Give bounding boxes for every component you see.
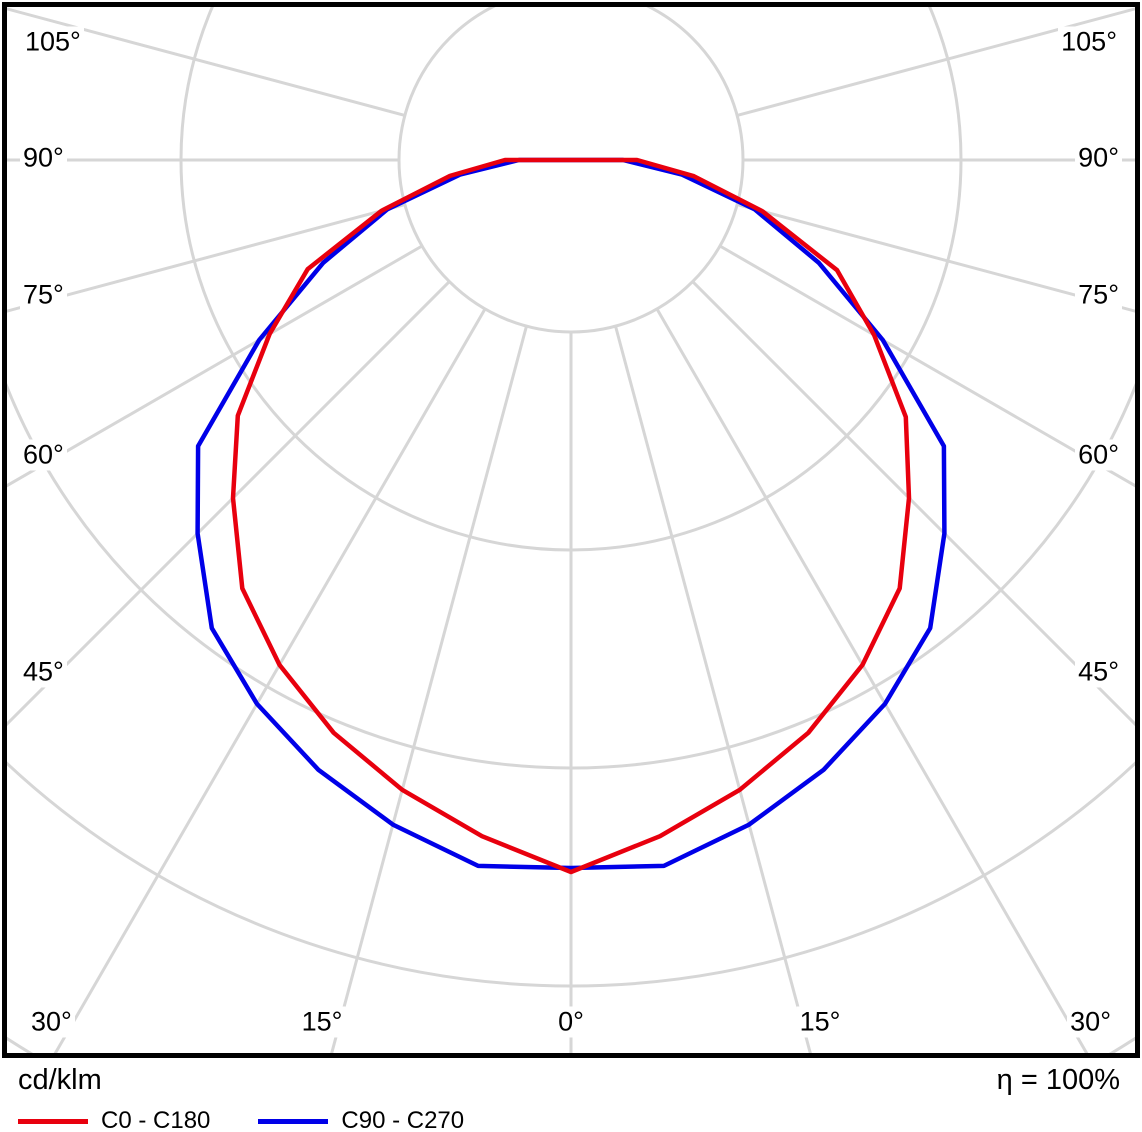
angle-tick-label: 45° [20, 656, 67, 688]
plot-border [2, 2, 1140, 1058]
series-label-c0-c180: C0 - C180 [101, 1107, 211, 1132]
curve-C90-C270 [195, 157, 947, 871]
angle-tick-label: 60° [1075, 439, 1122, 471]
angle-tick-label: 15° [796, 1006, 844, 1038]
angle-tick-label: 15° [298, 1006, 346, 1038]
angle-tick-label: 90° [20, 142, 67, 174]
efficiency-label: η = 100% [996, 1064, 1120, 1096]
polar-chart-canvas [2, 2, 1140, 1058]
angle-tick-label: 105° [1058, 26, 1120, 58]
angle-tick-label: 45° [1075, 656, 1122, 688]
series-swatch-c0-c180 [18, 1118, 88, 1124]
legend-top-row: cd/klm η = 100% [0, 1060, 1142, 1097]
angle-tick-label: 75° [20, 279, 67, 311]
angle-tick-label: 75° [1075, 279, 1122, 311]
series-swatch-c90-c270 [258, 1118, 329, 1124]
angle-tick-label: 30° [1067, 1006, 1114, 1038]
angle-tick-label: 60° [20, 439, 67, 471]
angle-tick-label: 90° [1075, 142, 1122, 174]
units-label: cd/klm [18, 1064, 102, 1096]
series-label-c90-c270: C90 - C270 [341, 1107, 465, 1132]
curve-C0-C180 [230, 157, 912, 875]
angle-tick-label: 0° [555, 1006, 587, 1038]
angle-tick-label: 105° [22, 26, 84, 58]
legend: cd/klm η = 100% C0 - C180 C90 - C270 [0, 1060, 1142, 1132]
legend-series-row: C0 - C180 C90 - C270 [0, 1097, 1142, 1132]
angle-tick-label: 30° [28, 1006, 75, 1038]
